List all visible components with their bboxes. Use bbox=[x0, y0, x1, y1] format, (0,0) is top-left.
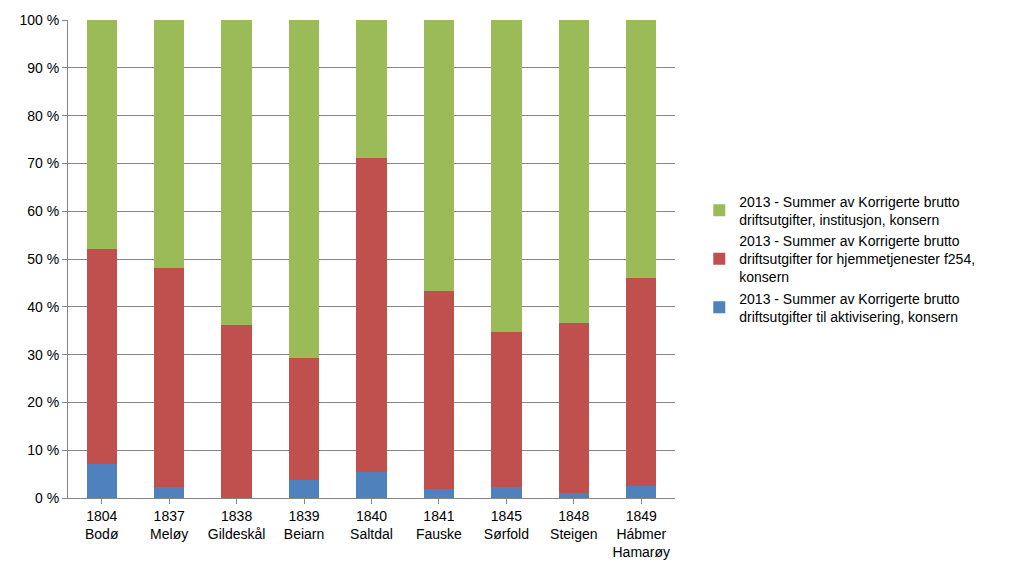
svg-text:50 %: 50 % bbox=[27, 251, 59, 267]
svg-text:2013 - Summer av Korrigerte br: 2013 - Summer av Korrigerte bruttodrifts… bbox=[739, 291, 959, 325]
svg-text:1804Bodø: 1804Bodø bbox=[85, 508, 119, 542]
svg-text:2013 - Summer av Korrigerte br: 2013 - Summer av Korrigerte bruttodrifts… bbox=[739, 233, 975, 285]
svg-text:90 %: 90 % bbox=[27, 60, 59, 76]
svg-text:80 %: 80 % bbox=[27, 108, 59, 124]
svg-text:1838Gildeskål: 1838Gildeskål bbox=[208, 508, 266, 542]
svg-text:20 %: 20 % bbox=[27, 394, 59, 410]
svg-text:1845Sørfold: 1845Sørfold bbox=[484, 508, 529, 542]
svg-text:1849HábmerHamarøy: 1849HábmerHamarøy bbox=[612, 508, 670, 560]
svg-text:2013 - Summer av Korrigerte br: 2013 - Summer av Korrigerte bruttodrifts… bbox=[739, 194, 959, 228]
svg-text:10 %: 10 % bbox=[27, 442, 59, 458]
svg-text:40 %: 40 % bbox=[27, 299, 59, 315]
svg-text:30 %: 30 % bbox=[27, 347, 59, 363]
svg-text:1837Meløy: 1837Meløy bbox=[150, 508, 188, 542]
svg-text:1839Beiarn: 1839Beiarn bbox=[284, 508, 324, 542]
svg-text:1848Steigen: 1848Steigen bbox=[550, 508, 597, 542]
svg-text:1841Fauske: 1841Fauske bbox=[416, 508, 462, 542]
svg-text:70 %: 70 % bbox=[27, 155, 59, 171]
svg-text:60 %: 60 % bbox=[27, 203, 59, 219]
svg-text:100 %: 100 % bbox=[19, 12, 59, 28]
svg-text:1840Saltdal: 1840Saltdal bbox=[350, 508, 393, 542]
svg-text:0 %: 0 % bbox=[35, 490, 59, 506]
